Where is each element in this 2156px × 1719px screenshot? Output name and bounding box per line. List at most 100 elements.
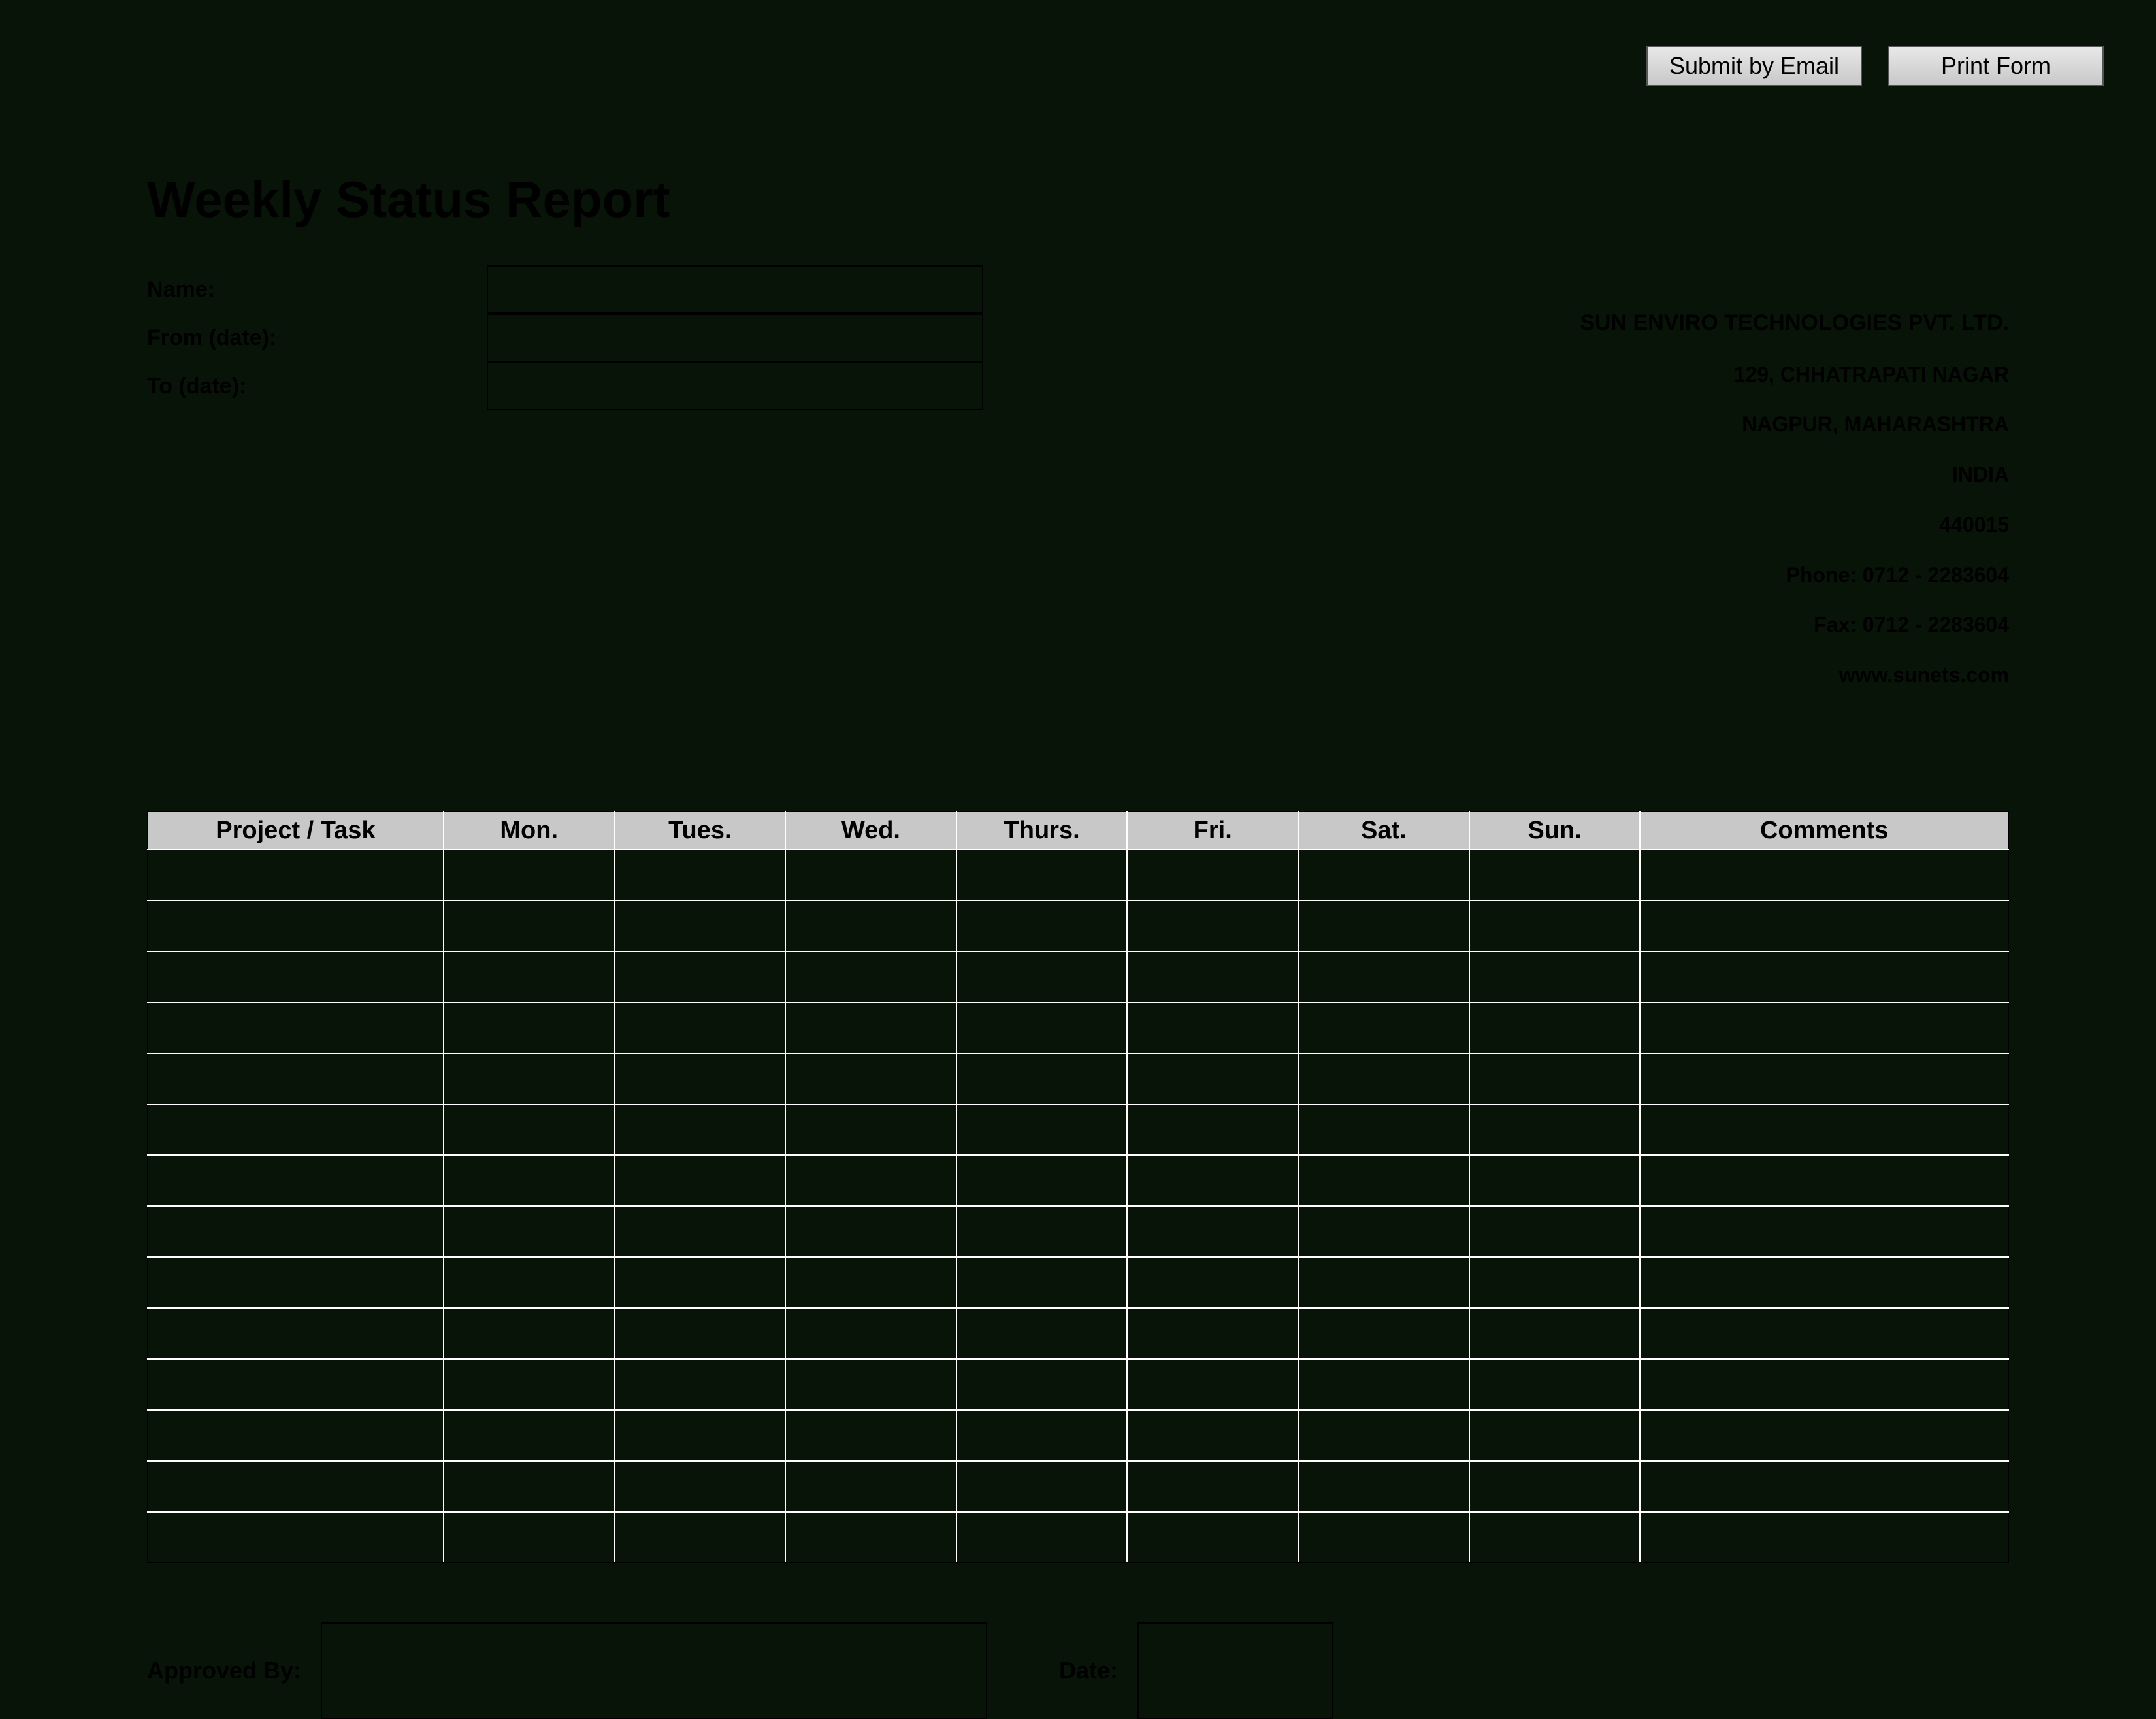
cell-input-comments[interactable] <box>1641 1105 2008 1154</box>
cell-input-project[interactable] <box>148 1309 443 1358</box>
cell-input-thu[interactable] <box>957 1309 1127 1358</box>
cell-input-project[interactable] <box>148 1054 443 1104</box>
cell-input-fri[interactable] <box>1128 1054 1298 1104</box>
cell-input-project[interactable] <box>148 952 443 1002</box>
cell-input-tue[interactable] <box>615 1156 785 1205</box>
cell-input-sun[interactable] <box>1470 1360 1640 1409</box>
to-date-input[interactable] <box>487 362 983 410</box>
cell-input-mon[interactable] <box>444 901 614 951</box>
cell-input-wed[interactable] <box>786 1258 956 1307</box>
cell-input-sat[interactable] <box>1299 1258 1469 1307</box>
cell-input-wed[interactable] <box>786 901 956 951</box>
cell-input-sun[interactable] <box>1470 952 1640 1002</box>
cell-input-sat[interactable] <box>1299 1207 1469 1256</box>
cell-input-mon[interactable] <box>444 1054 614 1104</box>
cell-input-thu[interactable] <box>957 1207 1127 1256</box>
cell-input-sat[interactable] <box>1299 1513 1469 1562</box>
cell-input-mon[interactable] <box>444 952 614 1002</box>
cell-input-sat[interactable] <box>1299 1003 1469 1053</box>
cell-input-thu[interactable] <box>957 1156 1127 1205</box>
cell-input-wed[interactable] <box>786 850 956 900</box>
cell-input-thu[interactable] <box>957 901 1127 951</box>
cell-input-sun[interactable] <box>1470 1462 1640 1511</box>
name-input[interactable] <box>487 265 983 314</box>
cell-input-wed[interactable] <box>786 1309 956 1358</box>
cell-input-project[interactable] <box>148 1207 443 1256</box>
cell-input-project[interactable] <box>148 1513 443 1562</box>
cell-input-mon[interactable] <box>444 1258 614 1307</box>
cell-input-tue[interactable] <box>615 1360 785 1409</box>
cell-input-wed[interactable] <box>786 952 956 1002</box>
cell-input-project[interactable] <box>148 1105 443 1154</box>
cell-input-wed[interactable] <box>786 1462 956 1511</box>
cell-input-comments[interactable] <box>1641 952 2008 1002</box>
cell-input-mon[interactable] <box>444 1156 614 1205</box>
cell-input-comments[interactable] <box>1641 1156 2008 1205</box>
cell-input-sun[interactable] <box>1470 1411 1640 1460</box>
cell-input-comments[interactable] <box>1641 1411 2008 1460</box>
cell-input-thu[interactable] <box>957 1360 1127 1409</box>
cell-input-tue[interactable] <box>615 1513 785 1562</box>
cell-input-mon[interactable] <box>444 1207 614 1256</box>
cell-input-tue[interactable] <box>615 1054 785 1104</box>
cell-input-sun[interactable] <box>1470 850 1640 900</box>
cell-input-mon[interactable] <box>444 1003 614 1053</box>
cell-input-mon[interactable] <box>444 1462 614 1511</box>
cell-input-sun[interactable] <box>1470 1054 1640 1104</box>
cell-input-sat[interactable] <box>1299 1105 1469 1154</box>
cell-input-fri[interactable] <box>1128 952 1298 1002</box>
cell-input-wed[interactable] <box>786 1207 956 1256</box>
cell-input-fri[interactable] <box>1128 1309 1298 1358</box>
cell-input-thu[interactable] <box>957 1513 1127 1562</box>
cell-input-project[interactable] <box>148 1411 443 1460</box>
cell-input-fri[interactable] <box>1128 1411 1298 1460</box>
cell-input-comments[interactable] <box>1641 1513 2008 1562</box>
cell-input-comments[interactable] <box>1641 1003 2008 1053</box>
cell-input-fri[interactable] <box>1128 1207 1298 1256</box>
cell-input-project[interactable] <box>148 1360 443 1409</box>
cell-input-fri[interactable] <box>1128 1156 1298 1205</box>
cell-input-thu[interactable] <box>957 1003 1127 1053</box>
cell-input-sat[interactable] <box>1299 1411 1469 1460</box>
cell-input-comments[interactable] <box>1641 901 2008 951</box>
approved-by-input[interactable] <box>321 1622 987 1719</box>
cell-input-sat[interactable] <box>1299 1156 1469 1205</box>
cell-input-tue[interactable] <box>615 1462 785 1511</box>
cell-input-sat[interactable] <box>1299 901 1469 951</box>
cell-input-sun[interactable] <box>1470 1309 1640 1358</box>
cell-input-fri[interactable] <box>1128 901 1298 951</box>
cell-input-project[interactable] <box>148 901 443 951</box>
cell-input-fri[interactable] <box>1128 1258 1298 1307</box>
cell-input-fri[interactable] <box>1128 1462 1298 1511</box>
cell-input-mon[interactable] <box>444 1513 614 1562</box>
cell-input-comments[interactable] <box>1641 1207 2008 1256</box>
cell-input-tue[interactable] <box>615 1258 785 1307</box>
cell-input-sun[interactable] <box>1470 1513 1640 1562</box>
cell-input-fri[interactable] <box>1128 1360 1298 1409</box>
cell-input-thu[interactable] <box>957 1258 1127 1307</box>
footer-date-input[interactable] <box>1137 1622 1333 1719</box>
cell-input-sun[interactable] <box>1470 901 1640 951</box>
cell-input-thu[interactable] <box>957 850 1127 900</box>
cell-input-tue[interactable] <box>615 901 785 951</box>
cell-input-sat[interactable] <box>1299 1462 1469 1511</box>
cell-input-wed[interactable] <box>786 1360 956 1409</box>
cell-input-fri[interactable] <box>1128 1105 1298 1154</box>
print-form-button[interactable]: Print Form <box>1888 46 2104 86</box>
cell-input-wed[interactable] <box>786 1003 956 1053</box>
cell-input-mon[interactable] <box>444 1105 614 1154</box>
cell-input-project[interactable] <box>148 1156 443 1205</box>
cell-input-sun[interactable] <box>1470 1156 1640 1205</box>
cell-input-project[interactable] <box>148 1462 443 1511</box>
cell-input-wed[interactable] <box>786 1105 956 1154</box>
cell-input-fri[interactable] <box>1128 1003 1298 1053</box>
cell-input-mon[interactable] <box>444 1411 614 1460</box>
cell-input-project[interactable] <box>148 1258 443 1307</box>
cell-input-fri[interactable] <box>1128 1513 1298 1562</box>
cell-input-comments[interactable] <box>1641 850 2008 900</box>
cell-input-sat[interactable] <box>1299 1309 1469 1358</box>
cell-input-thu[interactable] <box>957 1054 1127 1104</box>
cell-input-sun[interactable] <box>1470 1003 1640 1053</box>
cell-input-tue[interactable] <box>615 1207 785 1256</box>
cell-input-thu[interactable] <box>957 1105 1127 1154</box>
